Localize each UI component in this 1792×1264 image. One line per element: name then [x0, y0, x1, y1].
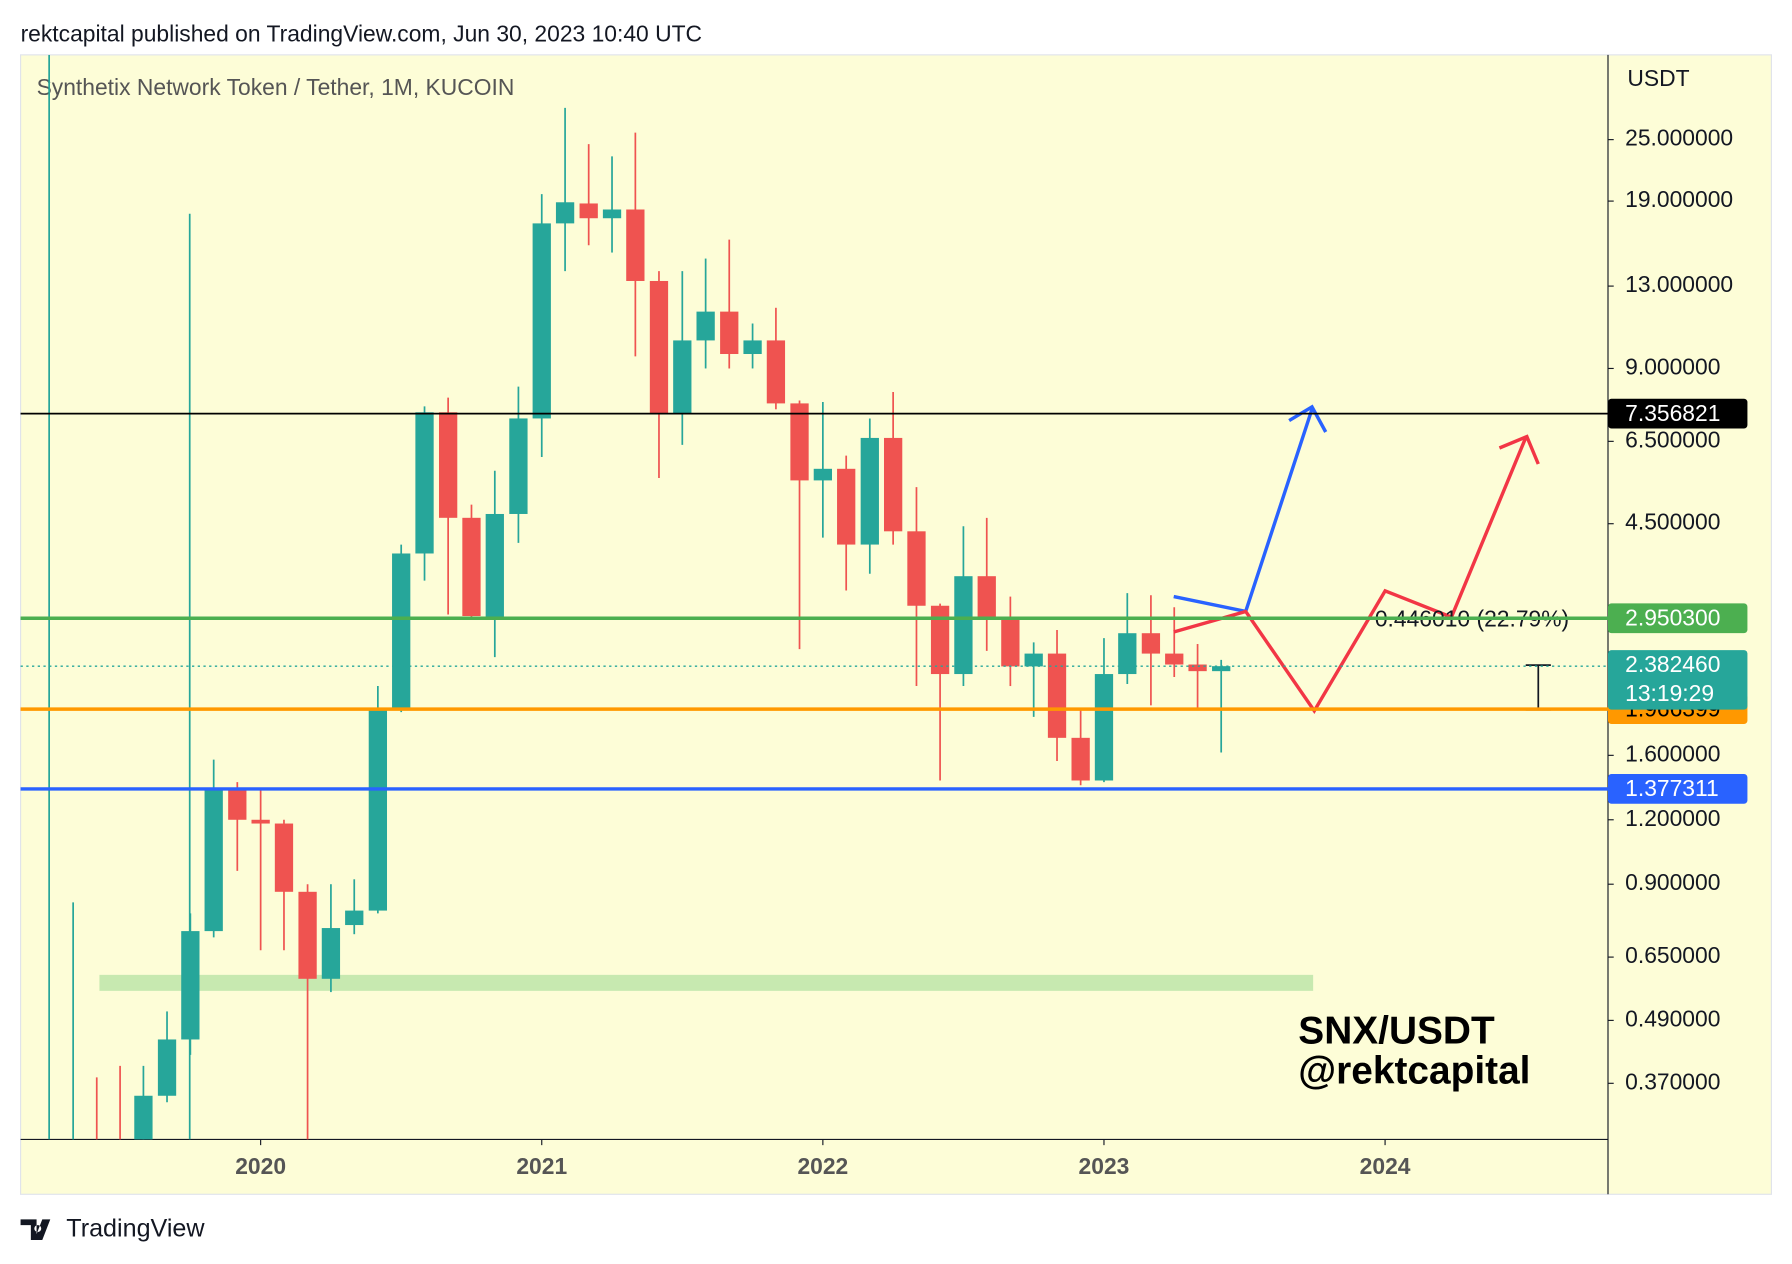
candle-body [274, 823, 294, 892]
candle-body [1118, 633, 1137, 675]
candle-body [907, 531, 926, 606]
candle-body [1141, 633, 1161, 654]
x-tick-label: 2024 [1360, 1153, 1411, 1179]
watermark: @rektcapital [1298, 1049, 1530, 1092]
y-tick-label: 4.500000 [1625, 509, 1720, 535]
candle-body [134, 1095, 153, 1140]
chart-title: Synthetix Network Token / Tether, 1M, KU… [37, 74, 515, 100]
y-tick-label: 13.000000 [1625, 271, 1733, 297]
y-tick-label: 0.900000 [1625, 869, 1720, 895]
x-tick-label: 2020 [235, 1153, 286, 1179]
price-label: 1.377311 [1625, 775, 1719, 801]
blue-arrowhead [1288, 404, 1328, 433]
red-arrowhead [1498, 434, 1540, 465]
candle-body [251, 819, 270, 824]
y-tick-label: 19.000000 [1625, 186, 1733, 212]
candle-body [954, 576, 973, 675]
tv-logo [20, 1219, 51, 1240]
y-tick-label: 25.000000 [1625, 125, 1733, 151]
candle-body [1047, 653, 1067, 738]
candle-body [392, 553, 411, 710]
candle-body [579, 203, 598, 219]
candle-body [696, 311, 715, 341]
candles [72, 107, 1231, 1140]
watermark: SNX/USDT [1298, 1009, 1495, 1052]
candle-body [1001, 618, 1020, 667]
candle-body [438, 412, 458, 518]
candle-body [790, 403, 809, 481]
candle-body [602, 209, 622, 219]
candle-body [462, 517, 481, 617]
y-tick-label: 0.490000 [1625, 1005, 1720, 1031]
price-label-box [1608, 603, 1748, 634]
candle-body [532, 223, 551, 419]
candle-body [883, 437, 903, 532]
candle-body [509, 418, 528, 514]
y-tick-label: 0.370000 [1625, 1068, 1720, 1094]
candle-body [345, 910, 364, 926]
candle-body [228, 788, 247, 820]
x-tick-label: 2023 [1079, 1153, 1130, 1179]
price-label: 7.356821 [1625, 400, 1720, 426]
candle-body [1024, 653, 1043, 667]
candle-body [720, 311, 739, 355]
candle-body [1212, 666, 1231, 672]
candle-body [626, 209, 645, 281]
candle-body [837, 468, 856, 545]
candle-body [485, 513, 504, 619]
y-tick-label: 1.600000 [1625, 740, 1720, 766]
candle-body [673, 340, 692, 414]
last-price-label: 2.382460 [1625, 651, 1720, 677]
footer-brand: TradingView [66, 1214, 205, 1242]
candle-body [977, 576, 996, 619]
candle-body [930, 605, 950, 675]
projection-drawings [1173, 404, 1551, 715]
candle-body [813, 468, 833, 481]
x-tick-label: 2022 [797, 1153, 848, 1179]
y-tick-label: 0.650000 [1625, 942, 1720, 968]
support-zone [99, 974, 1314, 991]
y-axis-label: USDT [1627, 65, 1689, 91]
candle-body [1165, 653, 1184, 665]
candle-body [1188, 664, 1207, 672]
candle-body [766, 340, 786, 404]
candle-body [649, 280, 669, 414]
candle-body [181, 931, 200, 1040]
red-path [1173, 437, 1528, 715]
header: rektcapital published on TradingView.com… [21, 20, 702, 46]
candle-body [298, 891, 317, 979]
candle-body [1071, 737, 1090, 781]
price-label-box [1608, 398, 1748, 429]
candle-body [1094, 674, 1114, 781]
candle-body [157, 1039, 177, 1096]
candle-body [555, 202, 575, 224]
chart-background [20, 54, 1772, 1195]
price-label: 2.950300 [1625, 604, 1720, 630]
candle-body [860, 437, 879, 545]
x-tick-label: 2021 [516, 1153, 567, 1179]
y-tick-label: 6.500000 [1625, 426, 1720, 452]
price-label-box [1608, 774, 1748, 804]
candle-body [415, 412, 434, 554]
y-tick-label: 9.000000 [1625, 353, 1720, 379]
candle-body [368, 708, 388, 911]
candle-body [321, 928, 341, 979]
candle-body [743, 340, 762, 355]
y-tick-label: 1.200000 [1625, 805, 1720, 831]
last-price-box [1608, 650, 1748, 710]
candle-body [204, 788, 223, 932]
countdown: 13:19:29 [1625, 680, 1714, 706]
